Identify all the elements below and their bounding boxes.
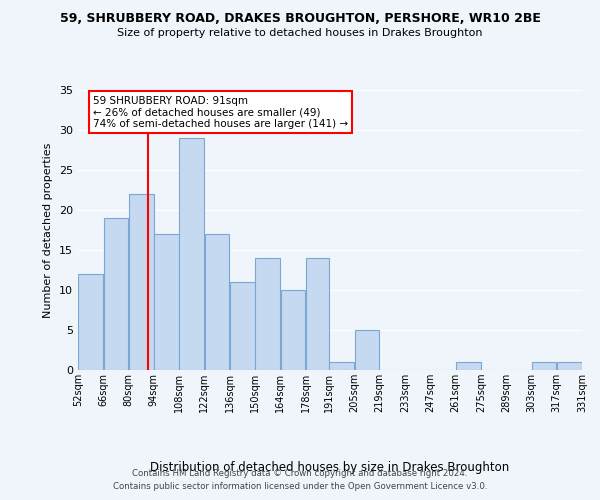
Bar	[557, 362, 582, 370]
Bar	[205, 234, 229, 370]
Bar	[306, 258, 329, 370]
Bar	[329, 362, 354, 370]
Bar	[179, 138, 204, 370]
Y-axis label: Number of detached properties: Number of detached properties	[43, 142, 53, 318]
X-axis label: Distribution of detached houses by size in Drakes Broughton: Distribution of detached houses by size …	[151, 461, 509, 474]
Text: 59 SHRUBBERY ROAD: 91sqm
← 26% of detached houses are smaller (49)
74% of semi-d: 59 SHRUBBERY ROAD: 91sqm ← 26% of detach…	[93, 96, 348, 129]
Bar	[230, 282, 255, 370]
Bar	[281, 290, 305, 370]
Bar	[154, 234, 179, 370]
Text: Contains public sector information licensed under the Open Government Licence v3: Contains public sector information licen…	[113, 482, 487, 491]
Bar	[532, 362, 556, 370]
Bar	[129, 194, 154, 370]
Text: Contains HM Land Registry data © Crown copyright and database right 2024.: Contains HM Land Registry data © Crown c…	[132, 468, 468, 477]
Bar	[255, 258, 280, 370]
Bar	[104, 218, 128, 370]
Text: Size of property relative to detached houses in Drakes Broughton: Size of property relative to detached ho…	[117, 28, 483, 38]
Text: 59, SHRUBBERY ROAD, DRAKES BROUGHTON, PERSHORE, WR10 2BE: 59, SHRUBBERY ROAD, DRAKES BROUGHTON, PE…	[59, 12, 541, 26]
Bar	[78, 274, 103, 370]
Bar	[456, 362, 481, 370]
Bar	[355, 330, 379, 370]
